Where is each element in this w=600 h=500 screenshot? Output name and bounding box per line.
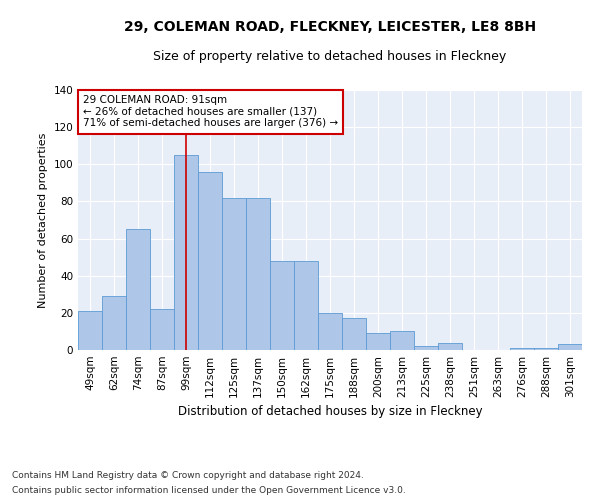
Bar <box>390 332 414 350</box>
Bar <box>222 198 246 350</box>
Bar <box>534 348 558 350</box>
Bar <box>318 313 342 350</box>
Text: 29, COLEMAN ROAD, FLECKNEY, LEICESTER, LE8 8BH: 29, COLEMAN ROAD, FLECKNEY, LEICESTER, L… <box>124 20 536 34</box>
Bar <box>294 261 318 350</box>
Bar <box>78 311 102 350</box>
Bar <box>126 230 150 350</box>
Bar <box>342 318 366 350</box>
X-axis label: Distribution of detached houses by size in Fleckney: Distribution of detached houses by size … <box>178 406 482 418</box>
Bar <box>438 342 462 350</box>
Bar <box>174 155 198 350</box>
Text: 29 COLEMAN ROAD: 91sqm
← 26% of detached houses are smaller (137)
71% of semi-de: 29 COLEMAN ROAD: 91sqm ← 26% of detached… <box>83 95 338 128</box>
Y-axis label: Number of detached properties: Number of detached properties <box>38 132 48 308</box>
Bar <box>246 198 270 350</box>
Bar <box>366 334 390 350</box>
Text: Contains public sector information licensed under the Open Government Licence v3: Contains public sector information licen… <box>12 486 406 495</box>
Bar <box>414 346 438 350</box>
Bar <box>558 344 582 350</box>
Text: Contains HM Land Registry data © Crown copyright and database right 2024.: Contains HM Land Registry data © Crown c… <box>12 471 364 480</box>
Bar <box>150 309 174 350</box>
Bar <box>510 348 534 350</box>
Bar <box>102 296 126 350</box>
Bar <box>270 261 294 350</box>
Bar <box>198 172 222 350</box>
Text: Size of property relative to detached houses in Fleckney: Size of property relative to detached ho… <box>154 50 506 63</box>
